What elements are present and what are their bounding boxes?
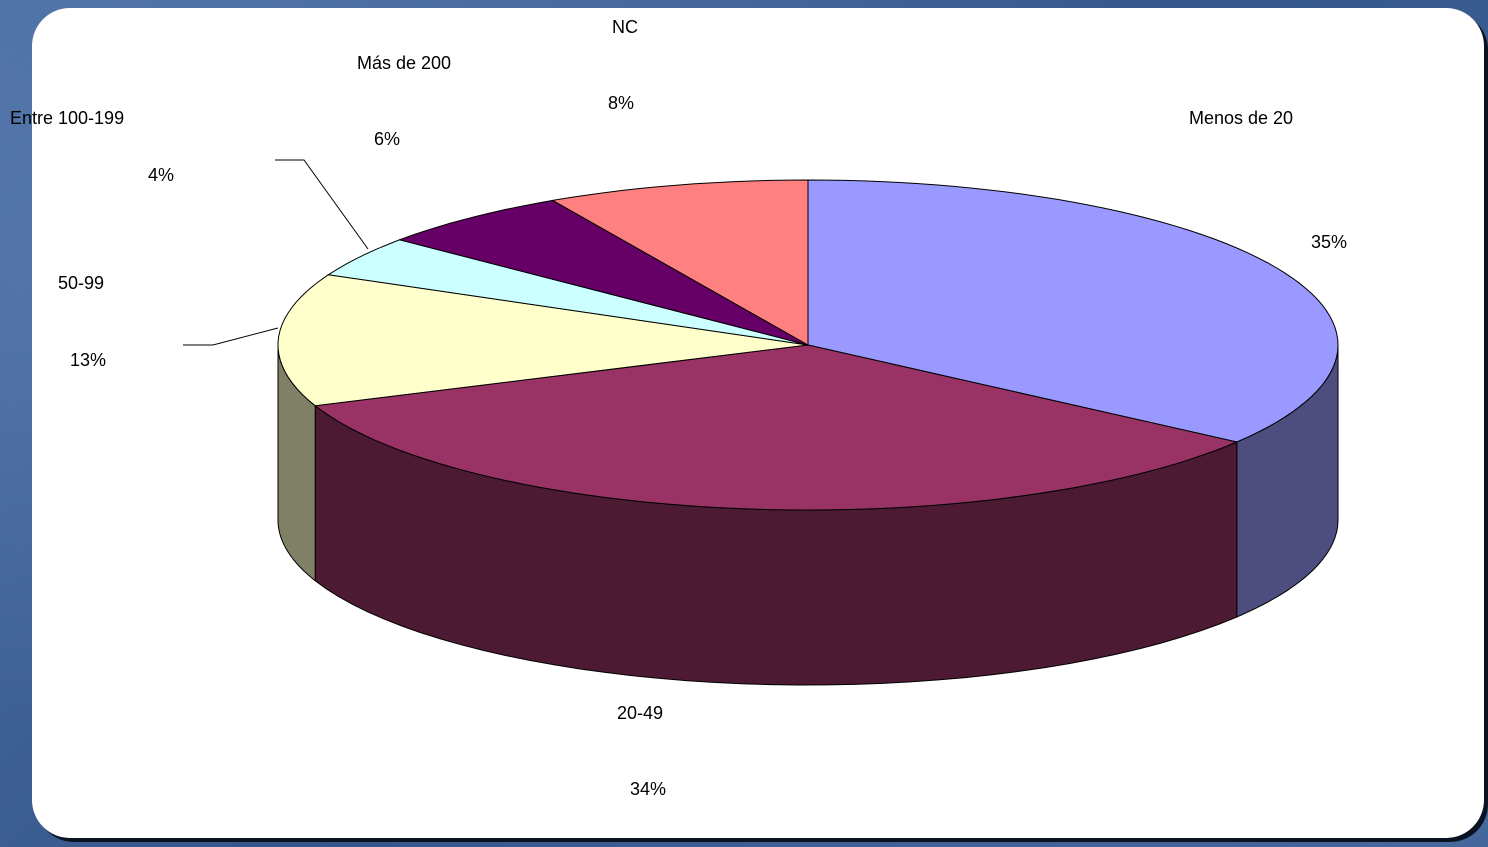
- label-nc: NC: [612, 17, 638, 37]
- value-nc: 8%: [608, 93, 635, 113]
- pie-slice-mas-de-200: [397, 199, 809, 346]
- pie-slice-20-49: [313, 344, 1239, 511]
- label-20-49: 20-49: [617, 703, 664, 723]
- label-menos-de-20: Menos de 20: [1189, 108, 1294, 128]
- label-entre-100-199: Entre 100-199: [10, 108, 125, 128]
- leader-line-entre-100-199: [275, 159, 369, 250]
- value-20-49: 34%: [630, 779, 667, 799]
- leader-line-50-99: [183, 327, 279, 346]
- value-50-99: 13%: [70, 350, 107, 370]
- pie-slice-nc: [551, 179, 809, 346]
- label-50-99: 50-99: [58, 273, 105, 293]
- pie-slice-menos-de-20: [807, 179, 1339, 443]
- value-mas-de-200: 6%: [374, 129, 401, 149]
- label-mas-de-200: Más de 200: [357, 53, 452, 73]
- pie-slice-entre-100-199: [326, 239, 809, 346]
- value-entre-100-199: 4%: [148, 165, 175, 185]
- value-menos-de-20: 35%: [1311, 232, 1348, 252]
- pie-slice-50-99: [277, 274, 809, 407]
